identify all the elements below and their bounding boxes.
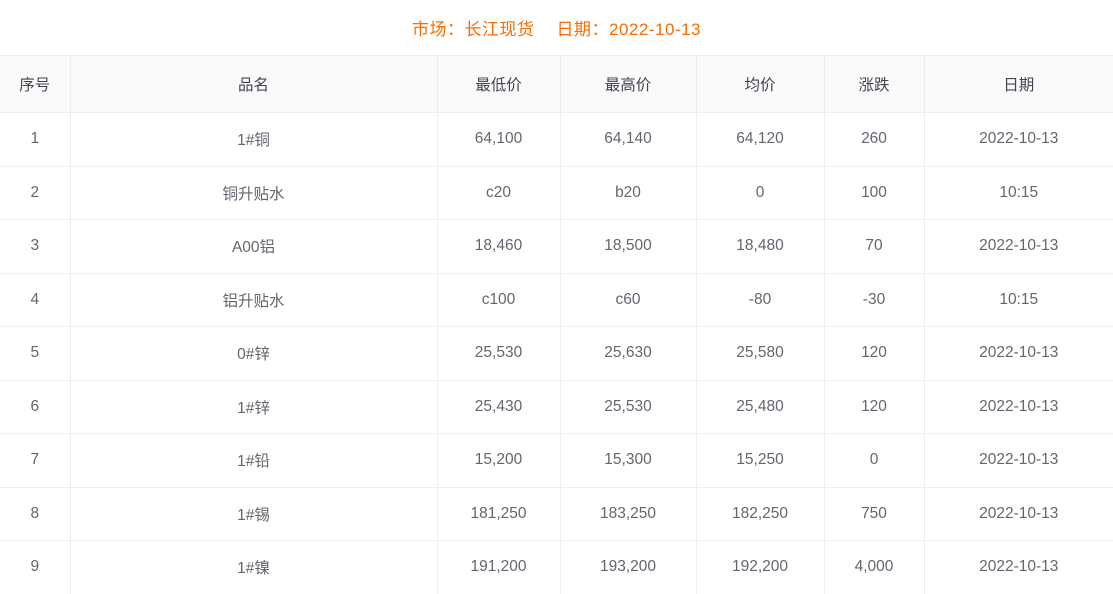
cell-date: 2022-10-13 <box>924 112 1113 167</box>
date-label: 日期：2022-10-13 <box>556 20 701 39</box>
cell-name: 铝升贴水 <box>70 272 438 327</box>
cell-change: -30 <box>824 272 925 327</box>
cell-low: c100 <box>437 272 561 327</box>
cell-index: 6 <box>0 379 71 434</box>
cell-index: 1 <box>0 112 71 167</box>
column-header-index: 序号 <box>0 55 71 113</box>
table-row[interactable]: 3 A00铝 18,460 18,500 18,480 70 2022-10-13 <box>0 219 1113 274</box>
cell-avg: 64,120 <box>696 112 825 167</box>
cell-name: 1#镍 <box>70 540 438 594</box>
cell-change: 4,000 <box>824 540 925 594</box>
cell-high: 25,530 <box>560 379 697 434</box>
table-row[interactable]: 6 1#锌 25,430 25,530 25,480 120 2022-10-13 <box>0 379 1113 434</box>
cell-index: 8 <box>0 486 71 541</box>
cell-index: 5 <box>0 326 71 381</box>
cell-low: 15,200 <box>437 433 561 488</box>
table-row[interactable]: 8 1#锡 181,250 183,250 182,250 750 2022-10-13 <box>0 486 1113 541</box>
column-header-high: 最高价 <box>560 55 697 113</box>
cell-high: 25,630 <box>560 326 697 381</box>
cell-change: 260 <box>824 112 925 167</box>
spot-price-table: 序号 品名 最低价 最高价 均价 涨跌 日期 1 1#铜 64,100 64,140 6… <box>0 55 1113 594</box>
cell-high: 64,140 <box>560 112 697 167</box>
table-row[interactable]: 5 0#锌 25,530 25,630 25,580 120 2022-10-13 <box>0 326 1113 381</box>
cell-date: 2022-10-13 <box>924 219 1113 274</box>
cell-date: 2022-10-13 <box>924 540 1113 594</box>
cell-low: 18,460 <box>437 219 561 274</box>
column-header-low: 最低价 <box>437 55 561 113</box>
cell-change: 100 <box>824 165 925 220</box>
cell-avg: 18,480 <box>696 219 825 274</box>
cell-low: 181,250 <box>437 486 561 541</box>
cell-low: 25,530 <box>437 326 561 381</box>
cell-index: 7 <box>0 433 71 488</box>
cell-avg: -80 <box>696 272 825 327</box>
table-row[interactable]: 9 1#镍 191,200 193,200 192,200 4,000 2022-10-13 <box>0 540 1113 594</box>
cell-avg: 25,580 <box>696 326 825 381</box>
market-label: 市场：长江现货 <box>412 20 535 39</box>
cell-low: 25,430 <box>437 379 561 434</box>
cell-avg: 182,250 <box>696 486 825 541</box>
table-body: 1 1#铜 64,100 64,140 64,120 260 2022-10-13 2 铜升贴水… <box>0 112 1113 594</box>
cell-date: 2022-10-13 <box>924 379 1113 434</box>
column-header-avg: 均价 <box>696 55 825 113</box>
column-header-change: 涨跌 <box>824 55 925 113</box>
cell-change: 0 <box>824 433 925 488</box>
cell-avg: 15,250 <box>696 433 825 488</box>
cell-name: 1#锡 <box>70 486 438 541</box>
cell-date: 10:15 <box>924 272 1113 327</box>
cell-change: 120 <box>824 326 925 381</box>
cell-name: 1#铜 <box>70 112 438 167</box>
table-row[interactable]: 1 1#铜 64,100 64,140 64,120 260 2022-10-13 <box>0 112 1113 167</box>
cell-high: b20 <box>560 165 697 220</box>
cell-high: 18,500 <box>560 219 697 274</box>
cell-change: 750 <box>824 486 925 541</box>
cell-high: 193,200 <box>560 540 697 594</box>
cell-name: A00铝 <box>70 219 438 274</box>
cell-avg: 0 <box>696 165 825 220</box>
table-row[interactable]: 2 铜升贴水 c20 b20 0 100 10:15 <box>0 165 1113 220</box>
cell-high: 183,250 <box>560 486 697 541</box>
cell-index: 4 <box>0 272 71 327</box>
cell-high: c60 <box>560 272 697 327</box>
cell-high: 15,300 <box>560 433 697 488</box>
cell-date: 2022-10-13 <box>924 486 1113 541</box>
column-header-date: 日期 <box>924 55 1113 113</box>
column-header-name: 品名 <box>70 55 438 113</box>
cell-index: 2 <box>0 165 71 220</box>
cell-low: 191,200 <box>437 540 561 594</box>
cell-index: 9 <box>0 540 71 594</box>
cell-change: 120 <box>824 379 925 434</box>
cell-avg: 25,480 <box>696 379 825 434</box>
cell-change: 70 <box>824 219 925 274</box>
cell-date: 2022-10-13 <box>924 433 1113 488</box>
cell-name: 1#铅 <box>70 433 438 488</box>
cell-index: 3 <box>0 219 71 274</box>
cell-name: 铜升贴水 <box>70 165 438 220</box>
table-row[interactable]: 4 铝升贴水 c100 c60 -80 -30 10:15 <box>0 272 1113 327</box>
table-header: 序号 品名 最低价 最高价 均价 涨跌 日期 <box>0 55 1113 113</box>
cell-date: 2022-10-13 <box>924 326 1113 381</box>
cell-date: 10:15 <box>924 165 1113 220</box>
table-header-row: 序号 品名 最低价 最高价 均价 涨跌 日期 <box>0 55 1113 113</box>
cell-low: c20 <box>437 165 561 220</box>
cell-name: 1#锌 <box>70 379 438 434</box>
cell-low: 64,100 <box>437 112 561 167</box>
cell-avg: 192,200 <box>696 540 825 594</box>
page-title-bar: 市场：长江现货 日期：2022-10-13 <box>0 0 1113 55</box>
table-row[interactable]: 7 1#铅 15,200 15,300 15,250 0 2022-10-13 <box>0 433 1113 488</box>
cell-name: 0#锌 <box>70 326 438 381</box>
